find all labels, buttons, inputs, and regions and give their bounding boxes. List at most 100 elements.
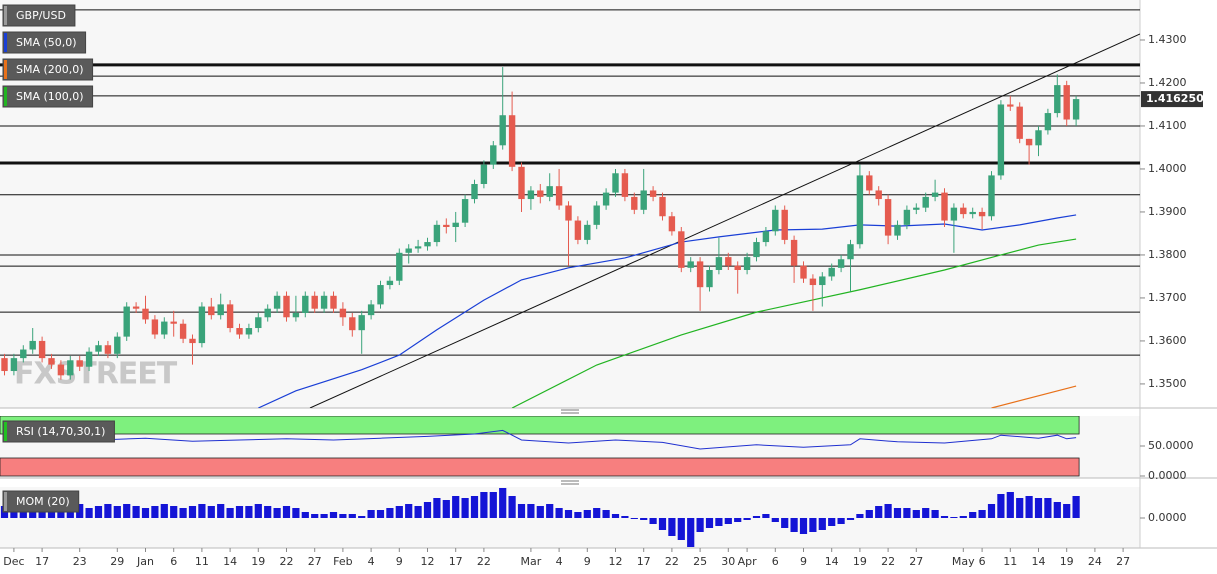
mom-bar — [997, 494, 1005, 518]
x-tick-label: 19 — [1060, 555, 1074, 568]
mom-bar — [433, 498, 441, 518]
mom-bar — [1006, 492, 1014, 518]
candle-body — [753, 242, 760, 258]
candle-body — [631, 196, 638, 210]
mom-bar — [705, 518, 714, 528]
x-tick-label: 4 — [556, 555, 563, 568]
candle-body — [132, 306, 140, 309]
legend-item: SMA (100,0) — [2, 85, 94, 108]
candle-body — [1035, 130, 1042, 146]
mom-bar — [602, 510, 610, 518]
mom-bar — [696, 518, 704, 532]
candle-body — [527, 190, 535, 200]
x-tick-label: 19 — [853, 555, 867, 568]
mom-bar — [423, 502, 432, 518]
candle-body — [405, 248, 412, 253]
mom-bar — [724, 518, 732, 524]
mom-plot — [0, 488, 1080, 547]
mom-bar — [198, 504, 206, 518]
mom-bar — [57, 510, 65, 518]
mom-bar — [630, 518, 638, 519]
mom-bar — [489, 492, 497, 518]
candle-body — [828, 267, 835, 277]
rsi-band — [0, 457, 1080, 477]
x-tick-label: 29 — [110, 555, 124, 568]
candle-body — [217, 304, 224, 316]
mom-bar — [254, 504, 262, 518]
x-tick-label: 17 — [637, 555, 651, 568]
candle-body — [330, 295, 337, 309]
x-tick-label: 6 — [772, 555, 779, 568]
candle-body — [537, 190, 544, 197]
mom-bar — [1063, 504, 1071, 518]
sma-line — [511, 238, 1077, 408]
candle-body — [1072, 99, 1080, 120]
candle-body — [960, 207, 967, 215]
candle-body — [95, 345, 102, 352]
candle-body — [255, 317, 262, 329]
mom-bar — [517, 504, 526, 518]
x-tick-label: 22 — [280, 555, 294, 568]
mom-bar — [950, 517, 958, 518]
candle-body — [433, 224, 441, 243]
y-tick-label: 1.3800 — [1148, 248, 1187, 261]
candle-body — [339, 308, 347, 318]
x-tick-label: 19 — [251, 555, 265, 568]
mom-bar — [969, 512, 977, 518]
y-tick-label: 1.4100 — [1148, 119, 1187, 132]
candle-body — [142, 308, 149, 320]
mom-bar — [1053, 502, 1061, 518]
legend-label: GBP/USD — [16, 9, 66, 22]
candle-body — [612, 173, 619, 193]
mom-bar — [311, 514, 319, 518]
sma-line — [258, 214, 1077, 408]
mom-bar — [640, 518, 648, 520]
mom-bar — [217, 504, 225, 518]
candle-body — [443, 224, 450, 228]
mom-bar — [593, 508, 601, 518]
resize-grip[interactable] — [561, 480, 579, 485]
candle-body — [734, 265, 741, 270]
legend-item: MOM (20) — [2, 490, 80, 513]
candle-body — [20, 349, 27, 359]
mom-bar — [123, 504, 131, 518]
candle-body — [941, 192, 948, 221]
resize-grip[interactable] — [561, 409, 579, 414]
legend-label: SMA (50,0) — [16, 36, 77, 49]
mom-bar — [546, 504, 554, 518]
mom-bar — [790, 518, 798, 532]
legend-label: MOM (20) — [16, 495, 70, 508]
mom-bar — [536, 506, 544, 518]
candle-body — [1007, 104, 1014, 107]
candle-body — [715, 257, 723, 270]
candle-body — [555, 186, 563, 206]
candle-body — [198, 306, 206, 344]
mom-bar — [781, 518, 789, 528]
mom-bar — [376, 510, 385, 518]
candle-body — [593, 205, 600, 225]
y-tick-label: 1.3700 — [1148, 291, 1187, 304]
mom-bar — [386, 508, 394, 518]
mom-bar — [452, 496, 460, 518]
candle-body — [781, 209, 788, 240]
mom-bar — [668, 518, 676, 536]
mom-bar — [856, 514, 864, 518]
y-tick-label: 1.3500 — [1148, 377, 1187, 390]
mom-bar — [47, 512, 56, 518]
y-tick-label: 1.4200 — [1148, 76, 1187, 89]
candle-body — [743, 257, 751, 270]
y-tick-label: 0.0000 — [1148, 469, 1187, 482]
x-tick-label: 11 — [1003, 555, 1017, 568]
legend-item: GBP/USD — [2, 4, 76, 27]
last-price-label: 1.416250 — [1146, 92, 1204, 105]
x-tick-label: 12 — [421, 555, 435, 568]
mom-bar — [273, 508, 281, 518]
candle-body — [997, 104, 1005, 176]
candle-body — [1063, 85, 1070, 120]
mom-bar — [508, 496, 516, 518]
price-panel — [0, 0, 1140, 408]
x-tick-label: 22 — [881, 555, 895, 568]
x-tick-label: Dec — [3, 555, 24, 568]
mom-bar — [611, 514, 620, 518]
